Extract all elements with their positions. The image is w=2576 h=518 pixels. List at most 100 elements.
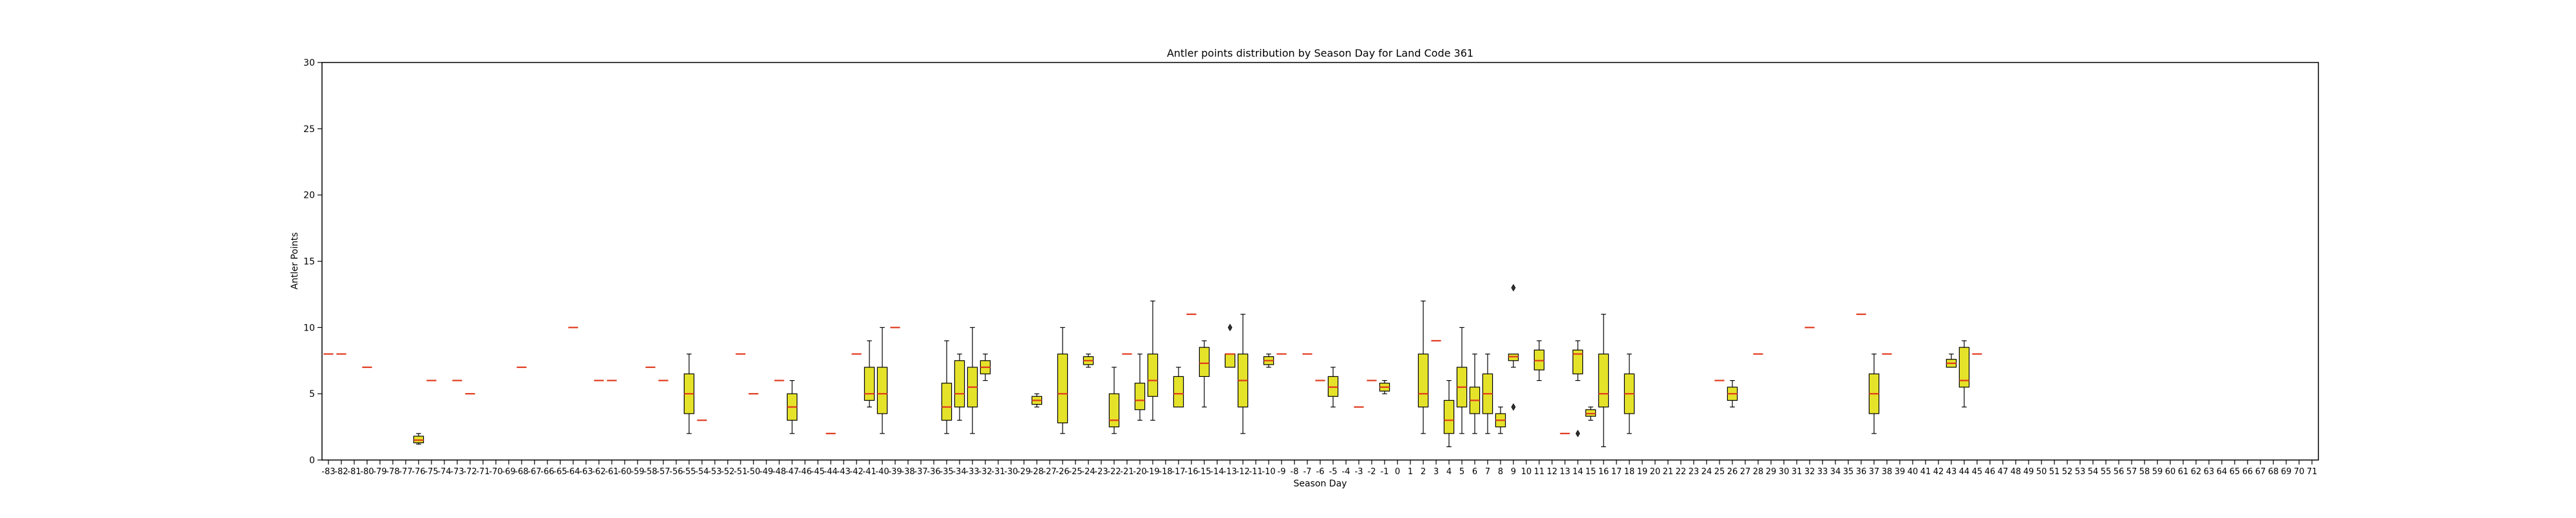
box-11	[1533, 340, 1545, 381]
x-tick-label: -50	[746, 467, 760, 477]
box--32	[980, 353, 991, 381]
x-tick-label: -48	[772, 467, 786, 477]
box--1	[1379, 379, 1390, 394]
x-tick-label: -45	[811, 467, 824, 477]
box--5	[1327, 367, 1339, 408]
x-tick-label: -68	[515, 467, 528, 477]
x-tick-label: 21	[1663, 467, 1674, 477]
box-iqr	[1598, 353, 1609, 408]
x-tick-label: -58	[643, 467, 657, 477]
x-tick-label: -57	[656, 467, 670, 477]
x-tick-label: -34	[952, 467, 966, 477]
x-tick-label: 7	[1485, 467, 1490, 477]
x-tick-label: -12	[1236, 467, 1249, 477]
x-tick-label: -47	[785, 467, 799, 477]
x-tick-label: 24	[1701, 467, 1712, 477]
box--24	[1083, 353, 1094, 368]
outlier-point	[1511, 403, 1516, 411]
x-tick-label: 53	[2075, 467, 2086, 477]
x-tick-label: -74	[437, 467, 451, 477]
box-iqr	[1057, 353, 1068, 424]
x-tick-label: 30	[1779, 467, 1790, 477]
x-tick-label: -65	[553, 467, 567, 477]
box--34	[954, 353, 965, 421]
x-tick-label: -49	[759, 467, 773, 477]
x-tick-label: -83	[321, 467, 335, 477]
x-tick-label: 11	[1534, 467, 1545, 477]
box-16	[1598, 314, 1609, 448]
x-tick-label: 32	[1804, 467, 1815, 477]
x-tick-label: 19	[1637, 467, 1648, 477]
x-tick-label: -19	[1146, 467, 1159, 477]
x-tick-label: -16	[1184, 467, 1198, 477]
box-8	[1495, 407, 1506, 434]
box-iqr	[1224, 353, 1236, 368]
x-tick-label: 29	[1766, 467, 1777, 477]
box-iqr	[1134, 383, 1146, 410]
x-tick-label: 59	[2152, 467, 2163, 477]
x-tick-label: 10	[1521, 467, 1532, 477]
box-14	[1572, 340, 1584, 437]
x-tick-label: -11	[1249, 467, 1262, 477]
x-tick-label: -33	[965, 467, 979, 477]
x-tick-label: 9	[1511, 467, 1516, 477]
box-6	[1469, 353, 1481, 434]
box--41	[864, 340, 875, 408]
y-tick-label: 5	[309, 389, 315, 399]
box-iqr	[1958, 347, 1970, 388]
x-tick-label: -81	[347, 467, 361, 477]
x-tick-label: -61	[605, 467, 618, 477]
x-tick-label: -10	[1262, 467, 1275, 477]
box-7	[1482, 353, 1493, 434]
box-iqr	[941, 383, 952, 421]
x-tick-label: -60	[618, 467, 631, 477]
x-tick-label: 26	[1727, 467, 1738, 477]
x-tick-label: 0	[1395, 467, 1400, 477]
x-tick-label: 16	[1598, 467, 1609, 477]
x-tick-label: -38	[901, 467, 914, 477]
box-iqr	[954, 360, 965, 408]
box--40	[876, 327, 888, 434]
x-tick-label: -76	[412, 467, 425, 477]
x-tick-label: 3	[1434, 467, 1439, 477]
x-tick-label: 47	[1998, 467, 2009, 477]
box--17	[1173, 367, 1184, 408]
x-tick-label: 64	[2217, 467, 2228, 477]
x-tick-label: -41	[862, 467, 876, 477]
x-tick-label: 37	[1869, 467, 1880, 477]
x-tick-label: 55	[2101, 467, 2112, 477]
x-tick-label: 49	[2023, 467, 2034, 477]
x-tick-label: 13	[1560, 467, 1571, 477]
outlier-point	[1575, 430, 1580, 437]
x-tick-label: -62	[592, 467, 605, 477]
x-tick-label: -63	[579, 467, 592, 477]
x-tick-label: -53	[708, 467, 721, 477]
x-tick-label: 62	[2191, 467, 2202, 477]
box-iqr	[1147, 353, 1159, 397]
x-tick-label: 52	[2062, 467, 2073, 477]
y-tick-label: 0	[309, 456, 315, 466]
x-tick-label: -20	[1133, 467, 1146, 477]
x-tick-label: 4	[1446, 467, 1452, 477]
x-tick-label: 5	[1459, 467, 1464, 477]
box-5	[1456, 327, 1468, 434]
box--28	[1031, 393, 1043, 408]
box-2	[1417, 300, 1429, 434]
x-tick-label: 42	[1933, 467, 1944, 477]
box-9	[1508, 283, 1519, 411]
x-tick-label: 50	[2036, 467, 2047, 477]
x-tick-label: -37	[914, 467, 927, 477]
box-iqr	[1443, 399, 1455, 434]
x-tick-label: -42	[849, 467, 863, 477]
x-tick-label: 51	[2049, 467, 2060, 477]
x-tick-label: 54	[2088, 467, 2099, 477]
x-tick-label: -2	[1368, 467, 1376, 477]
x-tick-label: -15	[1197, 467, 1211, 477]
y-tick-label: 10	[303, 323, 315, 333]
box-iqr	[1173, 376, 1184, 408]
x-tick-label: -22	[1107, 467, 1121, 477]
box--13	[1224, 323, 1236, 368]
x-tick-label: -35	[940, 467, 953, 477]
